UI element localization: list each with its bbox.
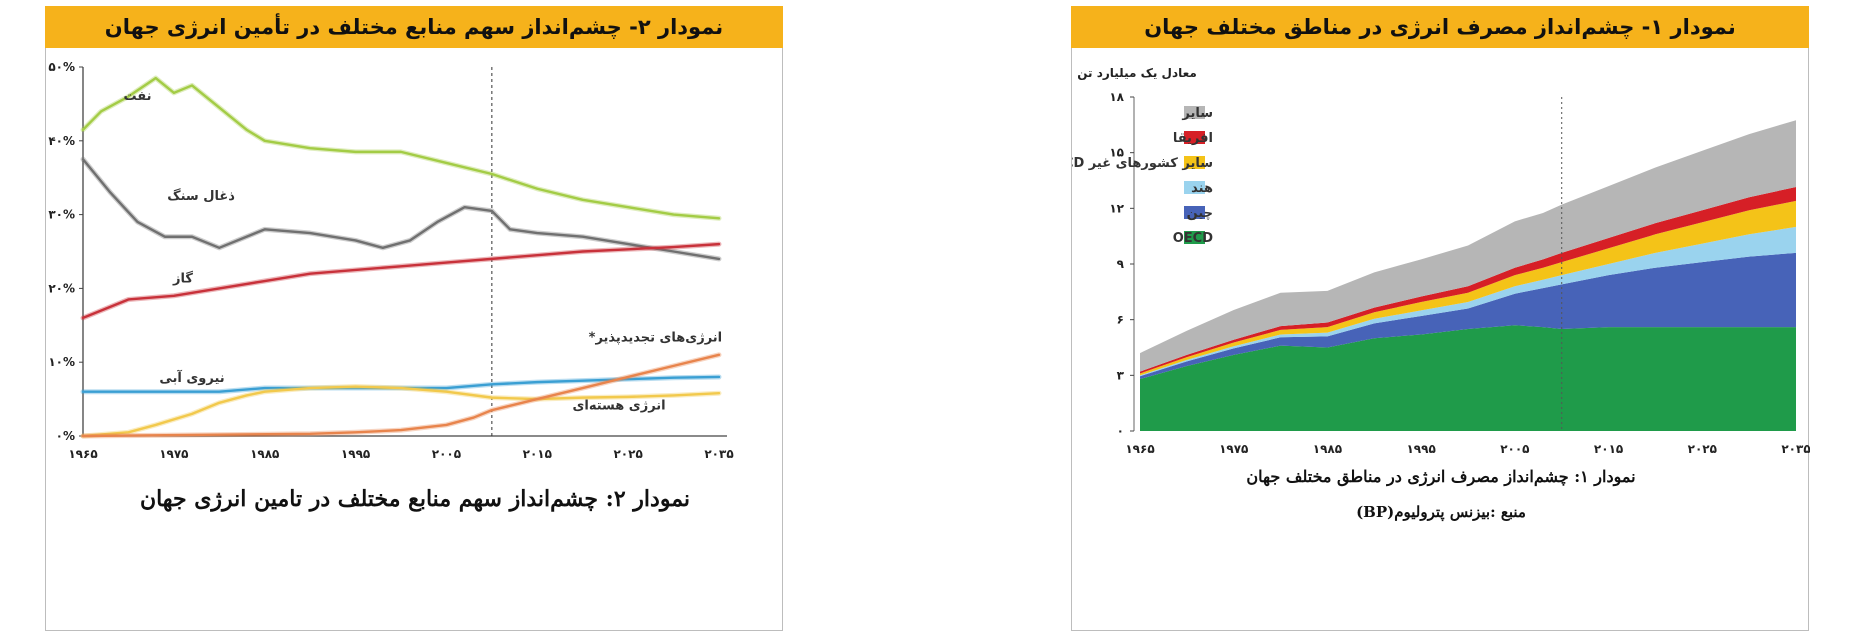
regions-chart: معادل یک میلیارد تن نفت ۰ ۳ ۶ ۹ ۱۲ ۱۵ ۱۸ ۱۹۶۵ ۱۹۷… <box>1072 66 1810 522</box>
x-tick-label: ۲۰۲۵ <box>1688 442 1717 456</box>
y-tick-label: ۳۰% <box>48 208 75 222</box>
area-africa <box>1140 186 1796 374</box>
x-tick-label: ۱۹۹۵ <box>341 447 370 461</box>
x-tick-label: ۲۰۰۵ <box>432 447 461 461</box>
legend-swatch-africa <box>1184 131 1205 144</box>
chart-caption: نمودار ۱: چشم‌انداز مصرف انرژی در مناطق … <box>1246 467 1635 487</box>
y-tick-label: ۶ <box>1117 313 1124 327</box>
legend-label-other_asia: سایر کشورهای غیر OECD آسیایی <box>1072 154 1213 171</box>
x-tick-label: ۱۹۶۵ <box>68 447 97 461</box>
legend-label-africa: افریقا <box>1173 131 1213 146</box>
chart-panel-share: نمودار ۲- چشم‌انداز سهم منابع مختلف در ت… <box>45 6 783 631</box>
series-line-oil <box>81 76 721 220</box>
area-oecd <box>1140 325 1796 431</box>
legend-label-oecd: OECD <box>1173 231 1213 246</box>
area-other_asia <box>1140 200 1796 376</box>
series-label-renewables: انرژی‌های تجدیدپذیر* <box>589 331 722 346</box>
area-india <box>1140 226 1796 377</box>
x-tick-label: ۱۹۸۵ <box>1313 442 1342 456</box>
legend-label-other: سایر <box>1181 106 1213 121</box>
chart-panel-regions: نمودار ۱- چشم‌انداز مصرف انرژی در مناطق … <box>1071 6 1810 631</box>
x-tick-label: ۱۹۷۵ <box>159 447 188 461</box>
series-line-renewables <box>81 353 721 438</box>
x-tick-label: ۱۹۷۵ <box>1219 442 1248 456</box>
x-tick-label: ۲۰۱۵ <box>523 447 552 461</box>
y-tick-label: ۱۸ <box>1109 90 1124 104</box>
legend-swatch-india <box>1184 181 1205 194</box>
series-label-coal: ذغال سنگ <box>167 188 235 204</box>
x-tick-label: ۲۰۳۵ <box>704 447 733 461</box>
y-axis-unit: معادل یک میلیارد تن نفت <box>1072 66 1197 80</box>
series-label-gas: گاز <box>172 270 193 286</box>
legend-swatch-china <box>1184 206 1205 219</box>
y-tick-label: ۹ <box>1117 257 1125 271</box>
series-line-coal <box>81 158 721 261</box>
legend-label-india: هند <box>1191 181 1213 196</box>
y-tick-label: ۳ <box>1117 368 1125 382</box>
y-tick-label: ۱۵ <box>1109 146 1124 160</box>
series-label-hydro: نیروی آبی <box>159 369 224 386</box>
x-tick-label: ۱۹۸۵ <box>250 447 279 461</box>
x-tick-label: ۲۰۱۵ <box>1594 442 1623 456</box>
legend-swatch-other <box>1184 106 1205 119</box>
legend-label-china: چین <box>1187 206 1213 221</box>
y-tick-label: ۵۰% <box>48 60 75 74</box>
series-line-gas <box>81 242 721 320</box>
y-tick-label: ۰% <box>56 429 75 443</box>
area-china <box>1140 252 1796 380</box>
x-tick-label: ۲۰۳۵ <box>1781 442 1810 456</box>
y-tick-label: ۲۰% <box>48 281 75 295</box>
panel-header-share: نمودار ۲- چشم‌انداز سهم منابع مختلف در ت… <box>45 6 783 48</box>
legend-swatch-oecd <box>1184 231 1205 244</box>
legend-swatch-other_asia <box>1184 156 1205 169</box>
x-tick-label: ۲۰۲۵ <box>613 447 642 461</box>
series-label-oil: نفت <box>124 89 152 104</box>
share-chart: ۰% ۱۰% ۲۰% ۳۰% ۴۰% ۵۰% ۱۹۶۵ ۱۹۷۵ ۱۹۸۵ ۱۹۹۵ ۲۰۰۵ ۲۰۱… <box>48 60 733 512</box>
area-other <box>1140 120 1796 372</box>
x-tick-label: ۱۹۹۵ <box>1406 442 1435 456</box>
x-tick-label: ۲۰۰۵ <box>1500 442 1529 456</box>
chart-source: منبع :بیزنس پترولیوم(BP) <box>1356 503 1526 522</box>
y-tick-label: ۱۰% <box>48 355 75 369</box>
chart-caption: نمودار ۲: چشم‌انداز سهم منابع مختلف در ت… <box>140 486 690 512</box>
x-tick-label: ۱۹۶۵ <box>1125 442 1154 456</box>
panel-header-regions: نمودار ۱- چشم‌انداز مصرف انرژی در مناطق … <box>1071 6 1809 48</box>
y-tick-label: ۴۰% <box>48 134 75 148</box>
y-tick-label: ۱۲ <box>1109 201 1124 215</box>
series-label-nuclear: انرژی هسته‌ای <box>572 398 665 413</box>
series-line-nuclear <box>81 385 721 438</box>
y-tick-label: ۰ <box>1117 424 1124 438</box>
